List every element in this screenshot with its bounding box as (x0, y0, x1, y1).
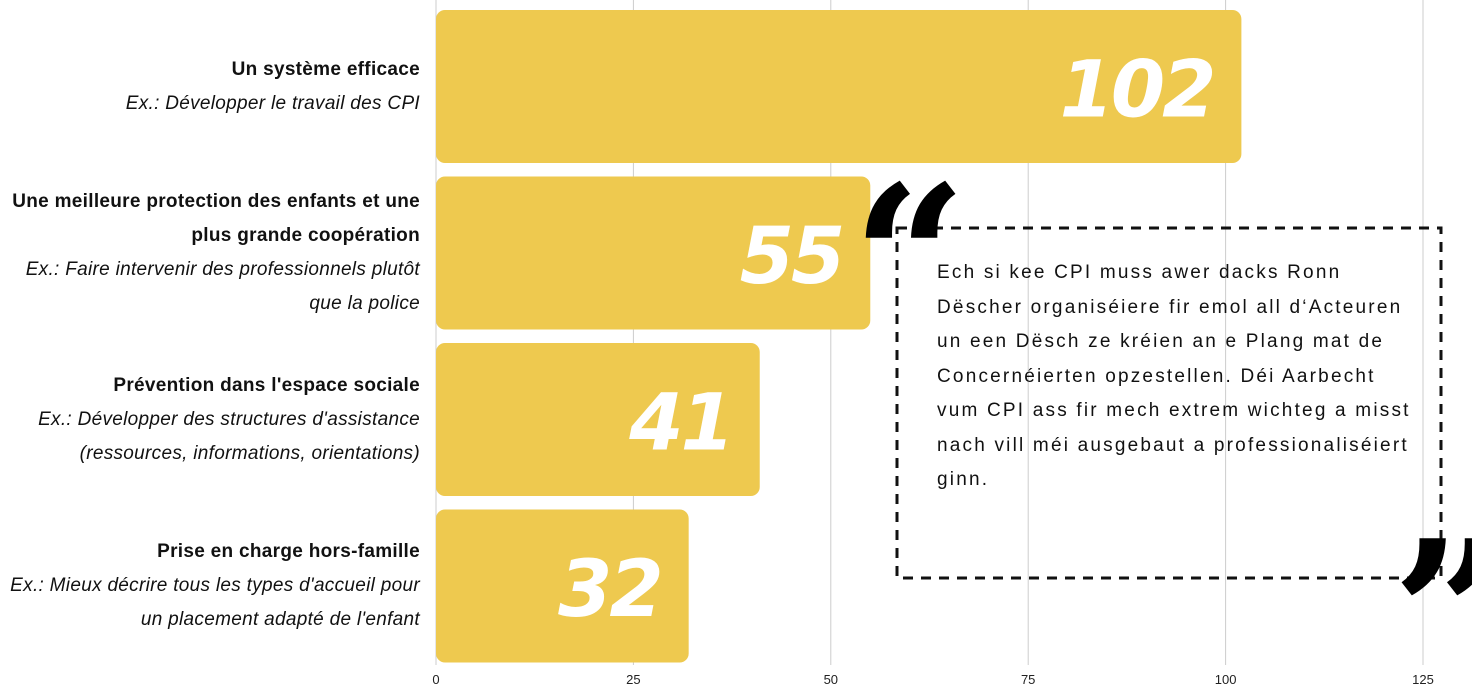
category-label: Une meilleure protection des enfants et … (0, 177, 420, 330)
category-label: Prévention dans l'espace sociale Ex.: Dév… (0, 343, 420, 496)
category-label: Prise en charge hors-famille Ex.: Mieux d… (0, 510, 420, 663)
category-example: Ex.: Mieux décrire tous les types d'accu… (10, 575, 420, 630)
x-tick-label: 100 (1215, 672, 1237, 687)
x-tick-label: 25 (626, 672, 640, 687)
category-example: Ex.: Faire intervenir des professionnels… (25, 259, 420, 314)
category-label: Un système efficace Ex.: Développer le tr… (0, 10, 420, 163)
category-title: Une meilleure protection des enfants et … (12, 191, 420, 246)
category-title: Prévention dans l'espace sociale (113, 374, 420, 396)
bar (436, 343, 760, 496)
x-tick-label: 125 (1412, 672, 1434, 687)
x-tick-label: 50 (824, 672, 838, 687)
value-label: 55 (740, 212, 843, 302)
category-title: Prise en charge hors-famille (157, 541, 420, 562)
bar (436, 509, 689, 663)
quote-text: Ech si kee CPI muss awer dacks Ronn Dësc… (937, 262, 1411, 490)
quote-open: “ (852, 142, 968, 377)
category-example: Ex.: Développer le travail des CPI (125, 92, 420, 114)
category-title: Un système efficace (231, 58, 420, 80)
bar (436, 10, 1242, 163)
x-tick-label: 0 (432, 672, 439, 687)
bar (436, 176, 871, 330)
quote-box (895, 226, 1443, 580)
value-label: 41 (628, 379, 732, 469)
category-example: Ex.: Développer des structures d'assista… (38, 408, 420, 464)
x-tick-label: 75 (1021, 672, 1035, 687)
quote-close: ” (1392, 515, 1472, 687)
value-label: 32 (558, 545, 661, 635)
value-label: 102 (1060, 46, 1214, 136)
